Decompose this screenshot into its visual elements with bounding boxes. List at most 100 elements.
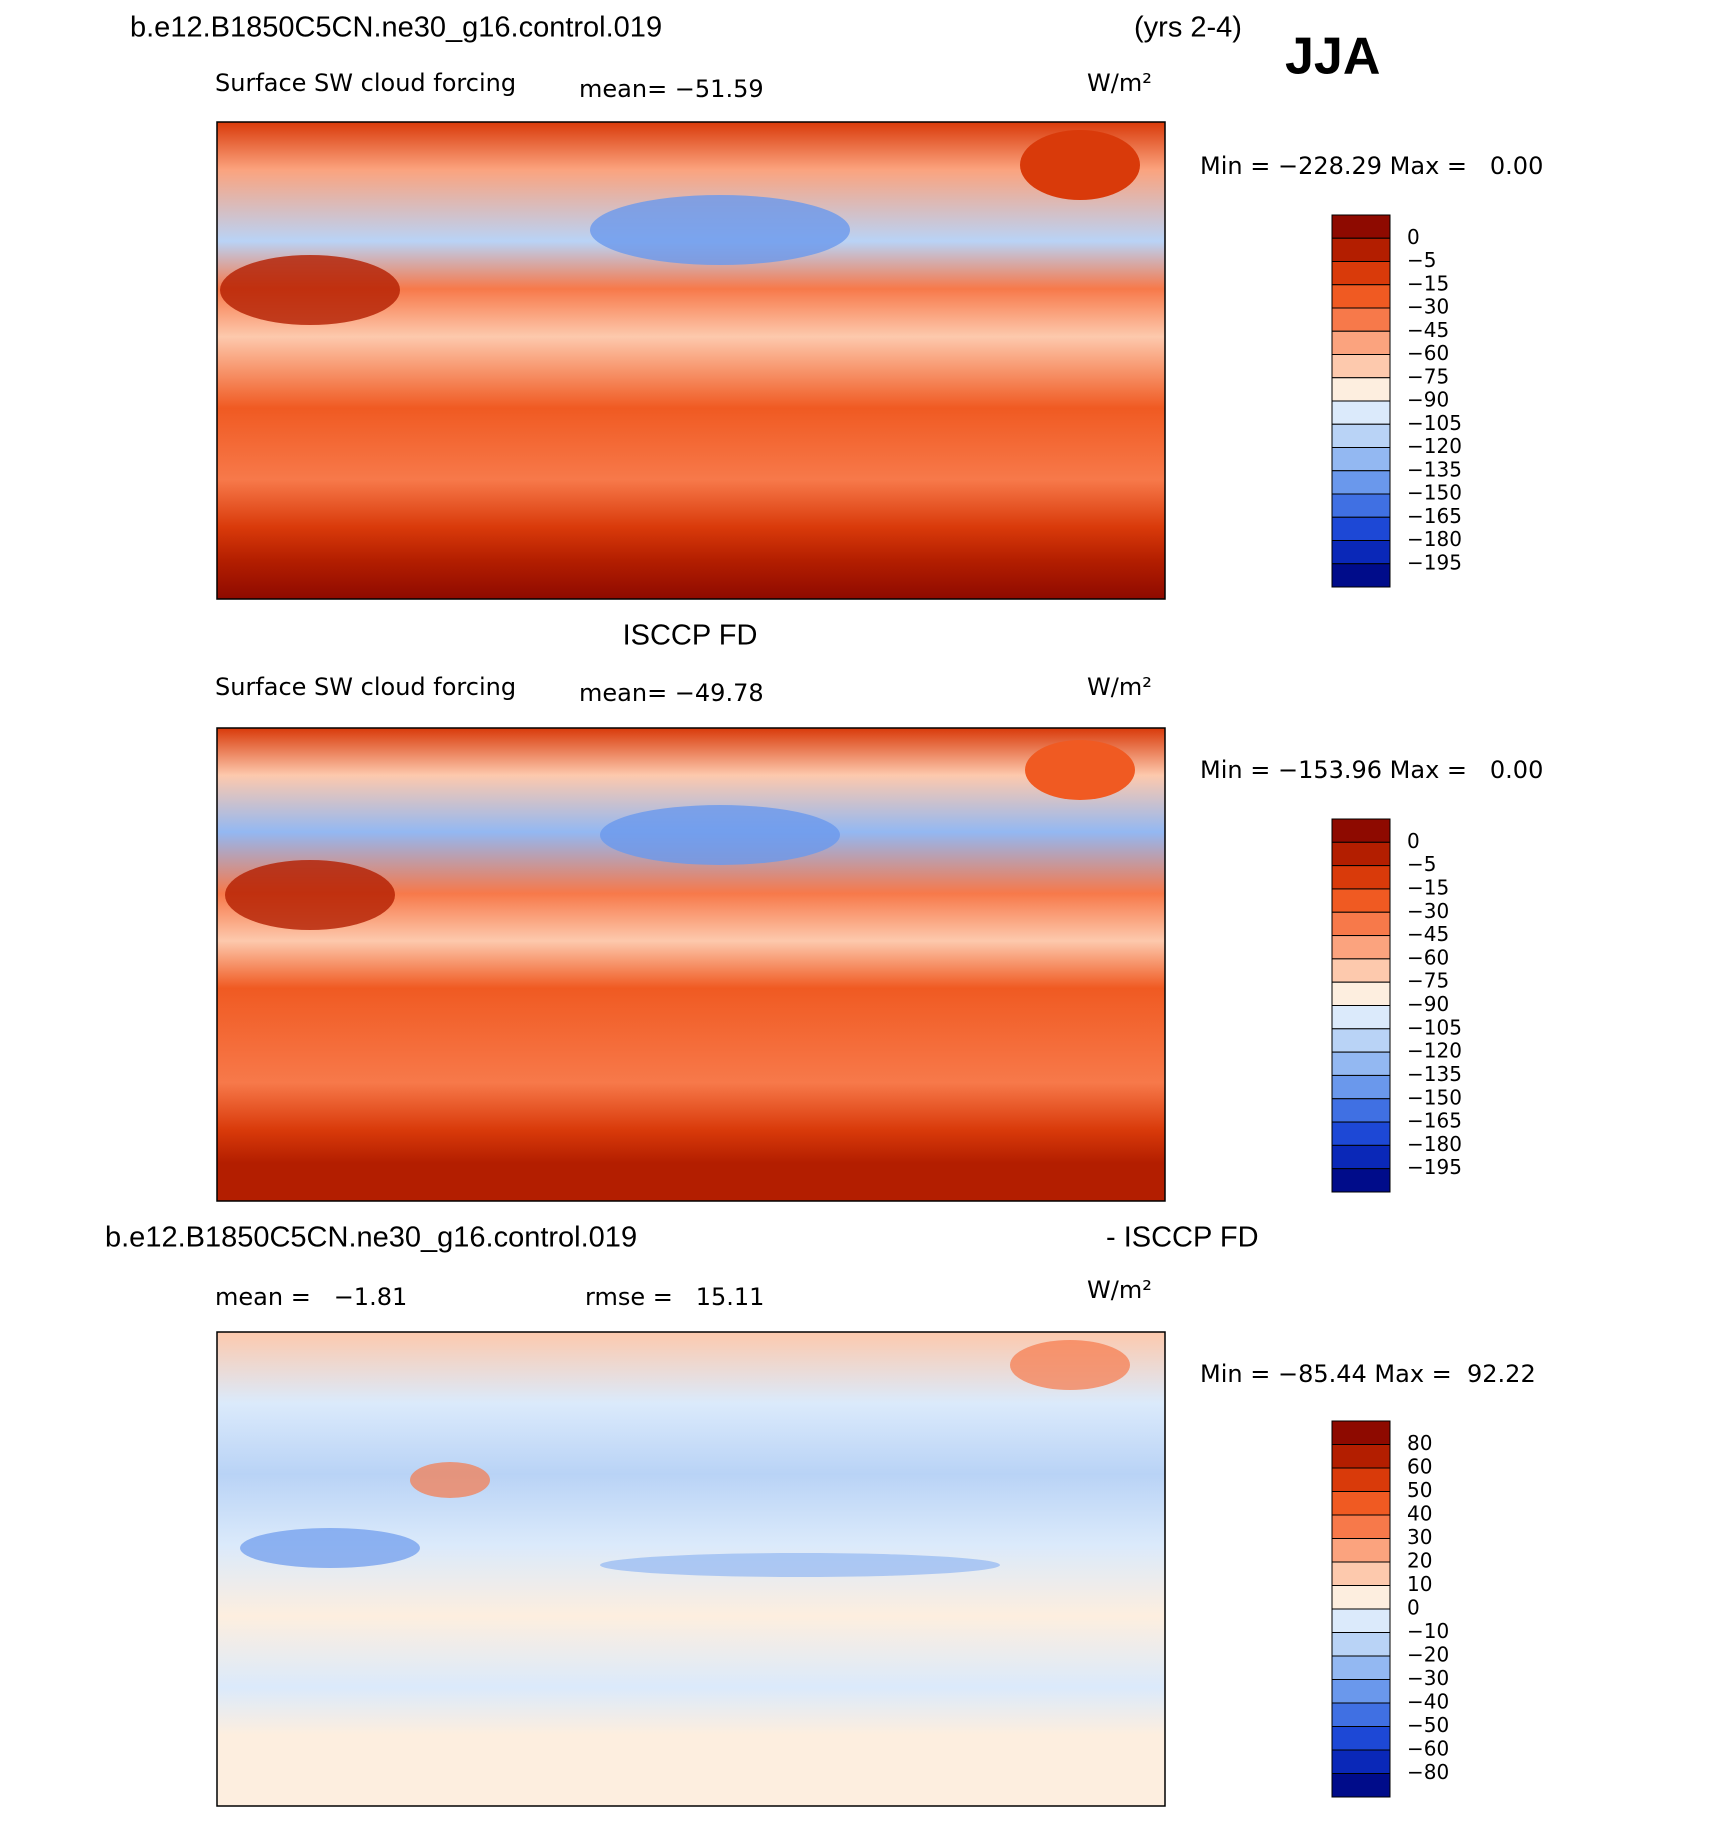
colorbar-box	[1331, 214, 1391, 239]
map	[216, 121, 1166, 600]
colorbar-box	[1331, 307, 1391, 332]
colorbar-box	[1331, 1749, 1391, 1774]
colorbar-label: 20	[1407, 1549, 1432, 1573]
colorbar-label: −5	[1407, 852, 1436, 876]
colorbar-label: −165	[1407, 1109, 1462, 1133]
colorbar-box	[1331, 1632, 1391, 1657]
colorbar-label: −45	[1407, 318, 1449, 342]
colorbar-label: −135	[1407, 457, 1462, 481]
colorbar-label: −60	[1407, 341, 1449, 365]
colorbar-box	[1331, 447, 1391, 472]
colorbar-box	[1331, 563, 1391, 588]
colorbar-label: −30	[1407, 295, 1449, 319]
colorbar-box	[1331, 1005, 1391, 1030]
colorbar-box	[1331, 470, 1391, 495]
colorbar-box	[1331, 284, 1391, 309]
mean: mean= −51.59	[579, 75, 764, 103]
colorbar-box	[1331, 1028, 1391, 1053]
colorbar-box	[1331, 1420, 1391, 1445]
colorbar-box	[1331, 911, 1391, 937]
colorbar-label: −40	[1407, 1690, 1449, 1714]
min-max: Min = −85.44 Max = 92.22	[1200, 1360, 1536, 1388]
colorbar-box	[1331, 330, 1391, 355]
colorbar-label: −30	[1407, 899, 1449, 923]
colorbar-label: −20	[1407, 1643, 1449, 1667]
colorbar-box	[1331, 1679, 1391, 1704]
colorbar-label: −120	[1407, 434, 1462, 458]
colorbar-label: −180	[1407, 527, 1462, 551]
rmse: rmse = 15.11	[585, 1283, 764, 1311]
colorbar-box	[1331, 1098, 1391, 1123]
colorbar-box	[1331, 400, 1391, 425]
colorbar-label: 40	[1407, 1502, 1432, 1526]
colorbar-label: 10	[1407, 1572, 1432, 1596]
colorbar-box	[1331, 516, 1391, 541]
colorbar-label: −90	[1407, 992, 1449, 1016]
colorbar-box	[1331, 540, 1391, 565]
min-max: Min = −153.96 Max = 0.00	[1200, 756, 1543, 784]
colorbar-label: −105	[1407, 411, 1462, 435]
colorbar-box	[1331, 958, 1391, 983]
colorbar-box	[1331, 818, 1391, 843]
colorbar-label: −75	[1407, 969, 1449, 993]
variable: Surface SW cloud forcing	[215, 673, 516, 701]
colorbar-box	[1331, 493, 1391, 518]
colorbar-label: −80	[1407, 1760, 1449, 1784]
panel-title: ISCCP FD	[623, 620, 758, 652]
colorbar-box	[1331, 1467, 1391, 1492]
colorbar-box	[1331, 261, 1391, 286]
colorbar-label: 0	[1407, 225, 1420, 249]
colorbar-box	[1331, 888, 1391, 913]
colorbar-label: 80	[1407, 1431, 1432, 1455]
map	[216, 727, 1166, 1202]
mean: mean = −1.81	[215, 1283, 407, 1311]
colorbar-label: −105	[1407, 1015, 1462, 1039]
panel-title: b.e12.B1850C5CN.ne30_g16.control.019	[105, 1222, 637, 1254]
colorbar: 0−5−15−30−45−60−75−90−105−120−135−150−16…	[1331, 818, 1462, 1193]
colorbar-box	[1331, 1444, 1391, 1469]
colorbar-box	[1331, 1051, 1391, 1076]
colorbar-box	[1331, 1773, 1391, 1798]
colorbar-box	[1331, 1121, 1391, 1146]
colorbar-box	[1331, 865, 1391, 890]
colorbar-box	[1331, 1726, 1391, 1751]
colorbar-label: −45	[1407, 922, 1449, 946]
colorbar-box	[1331, 354, 1391, 379]
colorbar-label: −135	[1407, 1062, 1462, 1086]
years: (yrs 2-4)	[1134, 12, 1242, 44]
colorbar-box	[1331, 1585, 1391, 1610]
colorbar-label: −165	[1407, 504, 1462, 528]
colorbar: 0−5−15−30−45−60−75−90−105−120−135−150−16…	[1331, 214, 1462, 588]
colorbar-label: −195	[1407, 550, 1462, 574]
colorbar-box	[1331, 841, 1391, 867]
colorbar-label: 0	[1407, 829, 1420, 853]
min-max: Min = −228.29 Max = 0.00	[1200, 152, 1543, 180]
colorbar-label: −60	[1407, 945, 1449, 969]
colorbar-box	[1331, 1074, 1391, 1100]
mean: mean= −49.78	[579, 679, 764, 707]
colorbar-label: −60	[1407, 1737, 1449, 1761]
colorbar-box	[1331, 1702, 1391, 1727]
season: JJA	[1285, 28, 1380, 86]
colorbar-label: 0	[1407, 1596, 1420, 1620]
colorbar-label: −90	[1407, 388, 1449, 412]
colorbar-box	[1331, 981, 1391, 1006]
colorbar-label: 30	[1407, 1525, 1432, 1549]
colorbar-box	[1331, 1491, 1391, 1516]
variable: Surface SW cloud forcing	[215, 69, 516, 97]
panel-title-right: - ISCCP FD	[1106, 1222, 1259, 1254]
colorbar-label: −30	[1407, 1666, 1449, 1690]
colorbar-box	[1331, 1514, 1391, 1539]
colorbar-label: −75	[1407, 364, 1449, 388]
colorbar-box	[1331, 1655, 1391, 1680]
colorbar-label: −10	[1407, 1619, 1449, 1643]
colorbar-box	[1331, 423, 1391, 448]
colorbar-box	[1331, 1561, 1391, 1586]
colorbar-label: −15	[1407, 271, 1449, 295]
colorbar-label: −15	[1407, 875, 1449, 899]
units: W/m²	[1087, 1276, 1152, 1304]
colorbar-box	[1331, 1168, 1391, 1193]
colorbar-label: 50	[1407, 1478, 1432, 1502]
